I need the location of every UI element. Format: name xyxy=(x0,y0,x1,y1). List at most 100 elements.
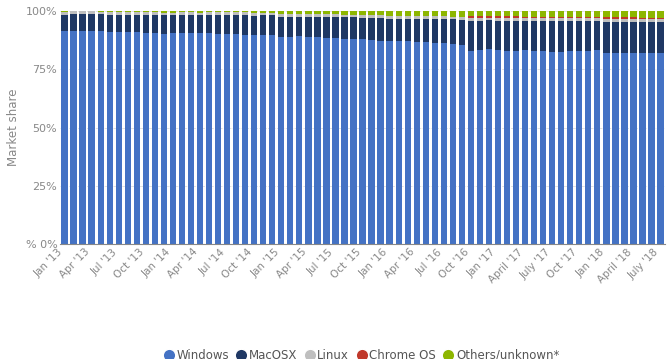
Bar xyxy=(495,51,501,244)
Bar xyxy=(396,19,402,41)
Bar xyxy=(61,11,68,12)
Bar xyxy=(107,12,113,15)
Bar xyxy=(540,51,546,244)
Bar xyxy=(107,15,113,32)
Bar xyxy=(378,11,384,15)
Bar xyxy=(170,33,176,244)
Bar xyxy=(323,17,329,38)
Bar xyxy=(576,18,583,21)
Bar xyxy=(648,11,655,18)
Bar xyxy=(341,18,347,39)
Bar xyxy=(522,21,528,50)
Bar xyxy=(513,18,519,21)
Bar xyxy=(621,53,628,244)
Bar xyxy=(486,20,492,50)
Bar xyxy=(350,39,357,244)
Bar xyxy=(296,14,302,17)
Bar xyxy=(630,18,636,19)
Bar xyxy=(61,12,68,14)
Bar xyxy=(251,13,257,15)
Bar xyxy=(278,11,284,14)
Bar xyxy=(549,17,555,18)
Bar xyxy=(585,18,591,21)
Bar xyxy=(314,14,321,17)
Bar xyxy=(441,16,447,19)
Bar xyxy=(323,14,329,17)
Bar xyxy=(142,11,149,13)
Bar xyxy=(305,37,312,244)
Bar xyxy=(124,11,131,15)
Bar xyxy=(152,12,158,15)
Bar xyxy=(170,13,176,15)
Bar xyxy=(152,11,158,12)
Bar xyxy=(594,17,601,18)
Bar xyxy=(413,11,420,16)
Bar xyxy=(476,11,483,16)
Legend: Windows, MacOSX, Linux, Chrome OS, Others/unknown*: Windows, MacOSX, Linux, Chrome OS, Other… xyxy=(161,344,564,359)
Bar xyxy=(639,22,646,53)
Bar xyxy=(522,17,528,18)
Bar xyxy=(224,11,230,12)
Bar xyxy=(242,13,249,15)
Bar xyxy=(540,17,546,18)
Bar xyxy=(278,14,284,17)
Bar xyxy=(260,35,266,244)
Bar xyxy=(549,11,555,17)
Bar xyxy=(657,19,664,22)
Bar xyxy=(576,21,583,51)
Bar xyxy=(89,31,95,244)
Bar xyxy=(269,35,276,244)
Bar xyxy=(558,11,564,17)
Bar xyxy=(233,12,239,15)
Bar xyxy=(332,38,339,244)
Bar xyxy=(79,11,86,14)
Bar xyxy=(197,33,203,244)
Bar xyxy=(269,11,276,13)
Bar xyxy=(450,44,456,244)
Bar xyxy=(585,21,591,51)
Bar xyxy=(197,13,203,15)
Bar xyxy=(468,16,474,18)
Bar xyxy=(332,11,339,14)
Bar xyxy=(179,33,185,244)
Bar xyxy=(116,15,122,32)
Bar xyxy=(504,17,510,18)
Bar xyxy=(197,15,203,33)
Bar xyxy=(360,15,366,18)
Bar xyxy=(97,14,104,32)
Bar xyxy=(305,14,312,17)
Bar xyxy=(187,15,194,33)
Bar xyxy=(531,18,538,21)
Bar xyxy=(89,11,95,14)
Bar xyxy=(585,51,591,244)
Bar xyxy=(459,17,465,20)
Bar xyxy=(341,11,347,15)
Bar xyxy=(350,15,357,18)
Bar xyxy=(450,11,456,17)
Bar xyxy=(657,18,664,19)
Bar xyxy=(405,19,411,41)
Bar xyxy=(116,12,122,15)
Bar xyxy=(612,17,618,19)
Bar xyxy=(648,18,655,19)
Bar xyxy=(639,11,646,18)
Bar xyxy=(476,16,483,18)
Bar xyxy=(603,53,610,244)
Bar xyxy=(468,51,474,244)
Bar xyxy=(603,11,610,17)
Bar xyxy=(558,18,564,21)
Bar xyxy=(630,19,636,22)
Bar xyxy=(594,50,601,244)
Bar xyxy=(531,11,538,17)
Bar xyxy=(287,17,294,37)
Bar xyxy=(332,17,339,38)
Bar xyxy=(450,17,456,19)
Bar xyxy=(621,19,628,22)
Bar xyxy=(206,13,212,15)
Bar xyxy=(540,18,546,21)
Bar xyxy=(97,32,104,244)
Bar xyxy=(332,14,339,17)
Bar xyxy=(215,34,221,244)
Bar xyxy=(468,18,474,20)
Bar xyxy=(612,22,618,53)
